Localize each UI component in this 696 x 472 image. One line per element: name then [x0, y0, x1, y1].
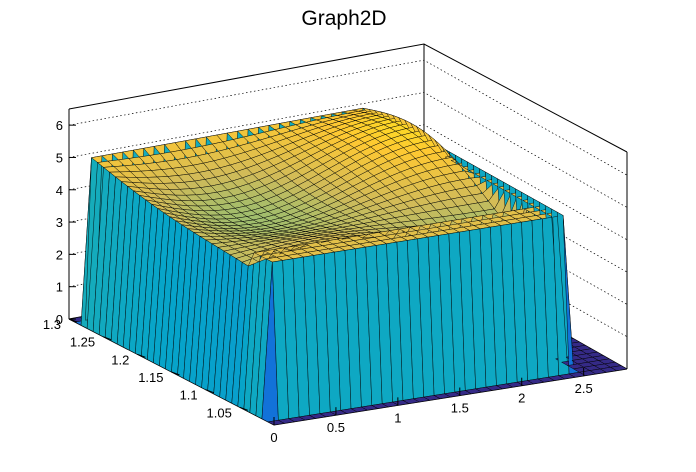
- surface-plot: [68, 107, 628, 426]
- y-axis: 1.05 1.1 1.15 1.2 1.25 1.3: [43, 317, 249, 420]
- x-tick-label: 2.5: [575, 381, 593, 396]
- x-tick-label: 2: [518, 391, 525, 406]
- y-tick-label: 1.3: [43, 317, 61, 332]
- y-tick: [68, 318, 78, 323]
- chart-title: Graph2D: [301, 7, 386, 30]
- y-tick: [239, 406, 249, 411]
- surface-cell: [609, 365, 628, 371]
- y-tick-label: 1.1: [180, 388, 198, 403]
- y-tick: [205, 389, 214, 394]
- y-tick: [137, 353, 146, 358]
- y-tick-label: 1.2: [111, 352, 129, 367]
- z-tick-label: 4: [56, 183, 63, 198]
- grid-line: [68, 92, 628, 208]
- x-tick-label: 1: [394, 410, 401, 425]
- z-tick-label: 5: [56, 150, 63, 165]
- z-tick-label: 3: [56, 215, 63, 230]
- y-tick: [171, 371, 180, 376]
- z-tick-label: 1: [56, 280, 63, 295]
- x-axis: 0 0.5 1 1.5 2 2.5: [270, 367, 593, 445]
- y-tick-label: 1.05: [207, 405, 232, 420]
- x-tick-label: 1.5: [451, 401, 469, 416]
- x-tick-label: 0.5: [327, 420, 345, 435]
- z-axis: 0 1 2 3 4 5 6: [56, 118, 76, 327]
- z-tick-label: 6: [56, 118, 63, 133]
- grid-line: [68, 59, 628, 176]
- x-tick-label: 0: [270, 430, 277, 445]
- y-tick-label: 1.15: [138, 370, 163, 385]
- y-tick: [102, 336, 112, 341]
- z-tick-label: 2: [56, 247, 63, 262]
- z-tick-label: 0: [56, 312, 63, 327]
- y-tick-label: 1.25: [70, 335, 95, 350]
